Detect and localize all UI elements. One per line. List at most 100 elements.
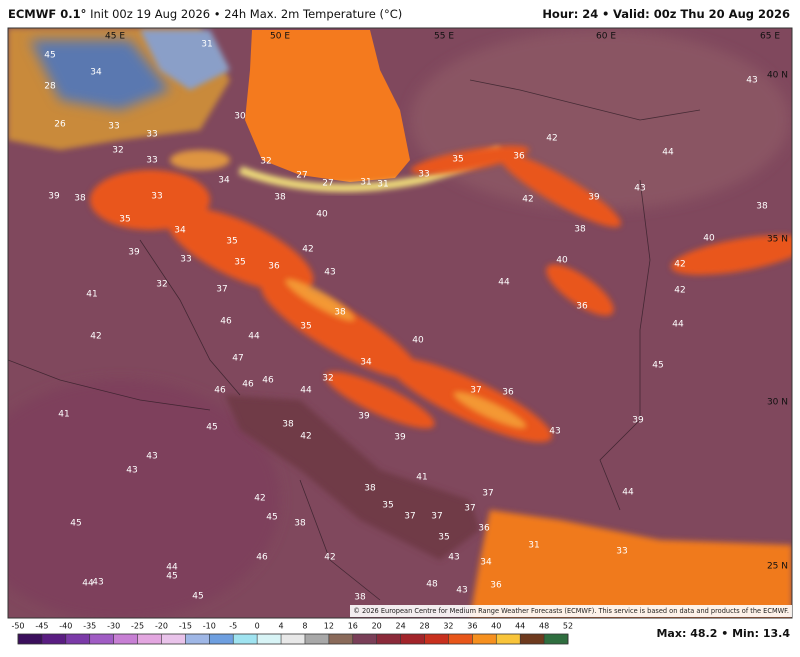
colorbar-segment bbox=[281, 634, 306, 644]
temp-label: 33 bbox=[146, 130, 157, 140]
copyright-bg bbox=[350, 605, 792, 617]
header: ECMWF 0.1° Init 00z 19 Aug 2026 • 24h Ma… bbox=[0, 0, 800, 28]
colorbar-segment bbox=[137, 634, 162, 644]
model: ECMWF 0.1° bbox=[8, 7, 87, 21]
temp-label: 27 bbox=[296, 171, 307, 181]
colorbar-label: 16 bbox=[348, 622, 358, 631]
temp-label: 44 bbox=[672, 320, 684, 330]
temp-label: 34 bbox=[360, 358, 372, 368]
init: Init 00z 19 Aug 2026 bbox=[90, 7, 211, 21]
temp-label: 35 bbox=[382, 501, 393, 511]
temp-label: 43 bbox=[456, 586, 467, 596]
temp-label: 37 bbox=[216, 285, 227, 295]
header-right: Hour: 24 • Valid: 00z Thu 20 Aug 2026 bbox=[542, 7, 790, 21]
temp-label: 43 bbox=[92, 578, 103, 588]
colorbar-label: -20 bbox=[155, 622, 168, 631]
temp-label: 42 bbox=[522, 195, 533, 205]
temp-label: 36 bbox=[513, 152, 525, 162]
temp-label: 38 bbox=[282, 420, 294, 430]
temp-label: 31 bbox=[360, 178, 371, 188]
lon-label: 65 E bbox=[760, 32, 780, 42]
temp-label: 38 bbox=[274, 193, 286, 203]
temp-label: 42 bbox=[300, 432, 311, 442]
colorbar-segment bbox=[376, 634, 401, 644]
colorbar-segment bbox=[65, 634, 91, 644]
temp-label: 36 bbox=[478, 524, 490, 534]
temp-label: 38 bbox=[334, 308, 346, 318]
temp-label: 37 bbox=[470, 386, 481, 396]
temp-label: 42 bbox=[302, 245, 313, 255]
temp-label: 38 bbox=[364, 484, 376, 494]
temp-label: 33 bbox=[180, 255, 191, 265]
temp-label: 40 bbox=[316, 210, 328, 220]
colorbar-label: 8 bbox=[302, 622, 307, 631]
colorbar-label: 20 bbox=[372, 622, 382, 631]
temp-label: 38 bbox=[74, 194, 86, 204]
colorbar-label: 48 bbox=[539, 622, 549, 631]
colorbar-label: -40 bbox=[59, 622, 72, 631]
temp-label: 36 bbox=[268, 262, 280, 272]
temp-label: 34 bbox=[174, 226, 186, 236]
temp-label: 45 bbox=[192, 592, 203, 602]
temp-label: 40 bbox=[556, 256, 568, 266]
temp-label: 26 bbox=[54, 120, 66, 130]
temp-label: 35 bbox=[234, 258, 245, 268]
colorbar-label: -50 bbox=[11, 622, 24, 631]
colorbar-label: 4 bbox=[278, 622, 283, 631]
lon-label: 45 E bbox=[105, 32, 125, 42]
copyright: © 2026 European Centre for Medium Range … bbox=[353, 607, 789, 615]
temp-label: 45 bbox=[44, 51, 55, 61]
temp-label: 34 bbox=[90, 68, 102, 78]
temp-label: 43 bbox=[126, 466, 137, 476]
temp-label: 39 bbox=[48, 192, 60, 202]
temp-label: 30 bbox=[234, 112, 246, 122]
temp-label: 46 bbox=[220, 317, 232, 327]
temp-label: 28 bbox=[44, 82, 56, 92]
sep: • bbox=[213, 7, 221, 21]
temp-label: 36 bbox=[502, 388, 514, 398]
temp-label: 32 bbox=[260, 157, 271, 167]
temp-label: 31 bbox=[377, 180, 388, 190]
temp-label: 33 bbox=[418, 170, 429, 180]
colorbar-segment bbox=[41, 634, 67, 644]
colorbar-segment bbox=[18, 634, 43, 644]
colorbar-label: 0 bbox=[255, 622, 260, 631]
temp-label: 37 bbox=[482, 489, 493, 499]
colorbar-label: -15 bbox=[179, 622, 192, 631]
header-left: ECMWF 0.1° Init 00z 19 Aug 2026 • 24h Ma… bbox=[8, 7, 402, 21]
temp-label: 43 bbox=[324, 268, 335, 278]
temp-label: 33 bbox=[616, 547, 627, 557]
temp-label: 43 bbox=[746, 76, 757, 86]
temp-label: 44 bbox=[498, 278, 510, 288]
map-frame bbox=[7, 27, 793, 619]
lon-label: 55 E bbox=[434, 32, 454, 42]
temp-label: 39 bbox=[394, 433, 406, 443]
temp-label: 35 bbox=[300, 322, 311, 332]
temp-label: 48 bbox=[426, 580, 438, 590]
temp-label: 43 bbox=[549, 427, 560, 437]
colorbar-segment bbox=[304, 634, 330, 644]
colorbar-label: 28 bbox=[419, 622, 429, 631]
colorbar-label: 24 bbox=[396, 622, 406, 631]
lon-label: 60 E bbox=[596, 32, 616, 42]
colorbar-label: -45 bbox=[35, 622, 48, 631]
temp-label: 43 bbox=[448, 553, 459, 563]
temp-label: 35 bbox=[438, 533, 449, 543]
min: 13.4 bbox=[762, 627, 790, 640]
temp-label: 38 bbox=[756, 202, 768, 212]
temp-label: 38 bbox=[294, 519, 306, 529]
temp-label: 42 bbox=[674, 286, 685, 296]
lat-label: 25 N bbox=[767, 562, 788, 572]
temp-label: 42 bbox=[546, 134, 557, 144]
temp-label: 39 bbox=[358, 412, 370, 422]
temp-label: 44 bbox=[248, 332, 260, 342]
temp-label: 32 bbox=[156, 280, 167, 290]
temp-label: 36 bbox=[490, 581, 502, 591]
colorbar-segment bbox=[352, 634, 377, 644]
temp-label: 27 bbox=[322, 179, 333, 189]
colorbar-segment bbox=[400, 634, 425, 644]
temp-label: 41 bbox=[416, 473, 427, 483]
temp-label: 42 bbox=[90, 332, 101, 342]
temp-label: 35 bbox=[119, 215, 130, 225]
